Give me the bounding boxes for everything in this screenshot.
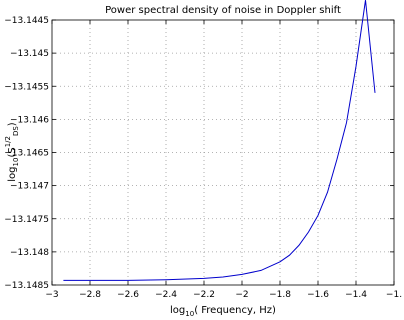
x-tick-label: −2.4 <box>155 290 177 300</box>
y-tick-label: −13.1455 <box>4 82 49 92</box>
y-tick-label: −13.1485 <box>4 281 49 291</box>
x-tick-label: −2 <box>235 290 248 300</box>
x-tick-label: −2.8 <box>79 290 101 300</box>
axis-ticks <box>51 19 395 286</box>
y-axis-label: log10(S1/2DS) <box>4 122 20 182</box>
grid-lines <box>52 20 394 285</box>
series-layer <box>63 0 376 281</box>
x-tick-label: −1. <box>386 290 402 300</box>
chart-title: Power spectral density of noise in Doppl… <box>105 5 341 16</box>
x-tick-label: −2.2 <box>193 290 215 300</box>
y-tick-label: −13.147 <box>10 182 49 192</box>
plot-frame <box>51 19 395 286</box>
x-tick-label: −1.4 <box>345 290 367 300</box>
x-tick-label: −1.8 <box>269 290 291 300</box>
y-tick-labels: −13.1445 −13.145 −13.1455 −13.146 −13.1465 −1… <box>4 16 49 291</box>
x-tick-label: −2.6 <box>117 290 139 300</box>
y-tick-label: −13.146 <box>10 115 49 125</box>
y-tick-label: −13.145 <box>10 49 49 59</box>
series-line <box>63 0 376 281</box>
y-tick-label: −13.1465 <box>4 149 49 159</box>
x-tick-label: −3 <box>45 290 58 300</box>
x-tick-labels: −3 −2.8 −2.6 −2.4 −2.2 −2 −1.8 −1.6 −1.4 −1. <box>45 290 402 300</box>
y-tick-label: −13.1475 <box>4 215 49 225</box>
y-tick-label: −13.148 <box>10 248 49 258</box>
y-tick-label: −13.1445 <box>4 16 49 26</box>
x-tick-label: −1.6 <box>307 290 329 300</box>
x-axis-label: log10( Frequency, Hz) <box>170 305 276 318</box>
